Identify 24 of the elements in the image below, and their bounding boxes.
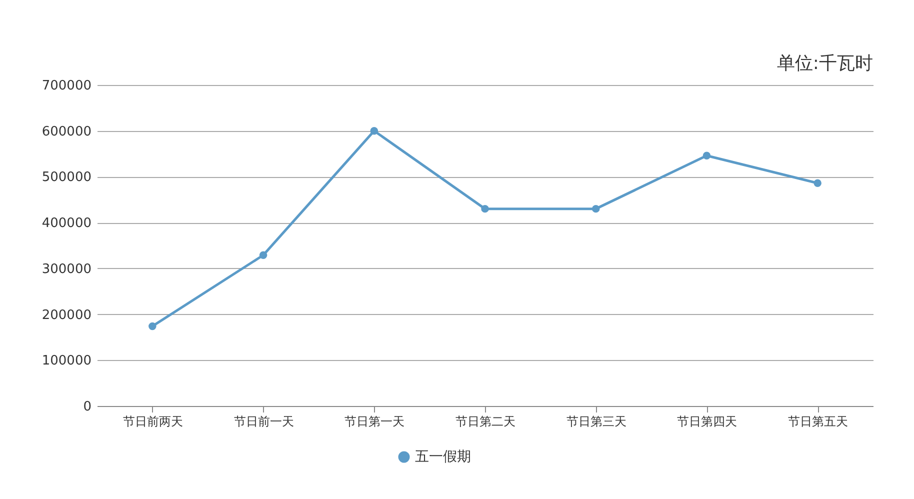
x-tick-label: 节日前两天 (122, 414, 183, 428)
y-tick-label: 100000 (42, 354, 92, 369)
y-tick-label: 200000 (42, 308, 92, 323)
x-tick-label: 节日第二天 (456, 414, 516, 428)
x-tick-label: 节日第一天 (344, 414, 405, 428)
y-tick-label: 500000 (42, 170, 92, 186)
point (702, 152, 711, 160)
point (481, 204, 489, 213)
point (259, 251, 268, 259)
x-tick-label: 节日第五天 (788, 414, 848, 428)
y-tick-label: 300000 (42, 262, 92, 277)
y-tick-label: 0 (83, 400, 92, 414)
point (592, 204, 600, 213)
x-tick-label: 节日第四天 (677, 414, 738, 428)
text: 单位:千瓦时 (776, 53, 873, 74)
x-tick-label: 节日第三天 (566, 414, 626, 428)
y-tick-label: 400000 (42, 216, 92, 232)
y-tick-label: 600000 (42, 124, 92, 140)
point (814, 179, 822, 187)
y-tick-label: 700000 (42, 78, 92, 94)
x-tick-label: 节日前一天 (234, 414, 294, 428)
legend-label: 五一假期 (415, 449, 471, 465)
point (370, 126, 378, 135)
point (148, 322, 156, 330)
